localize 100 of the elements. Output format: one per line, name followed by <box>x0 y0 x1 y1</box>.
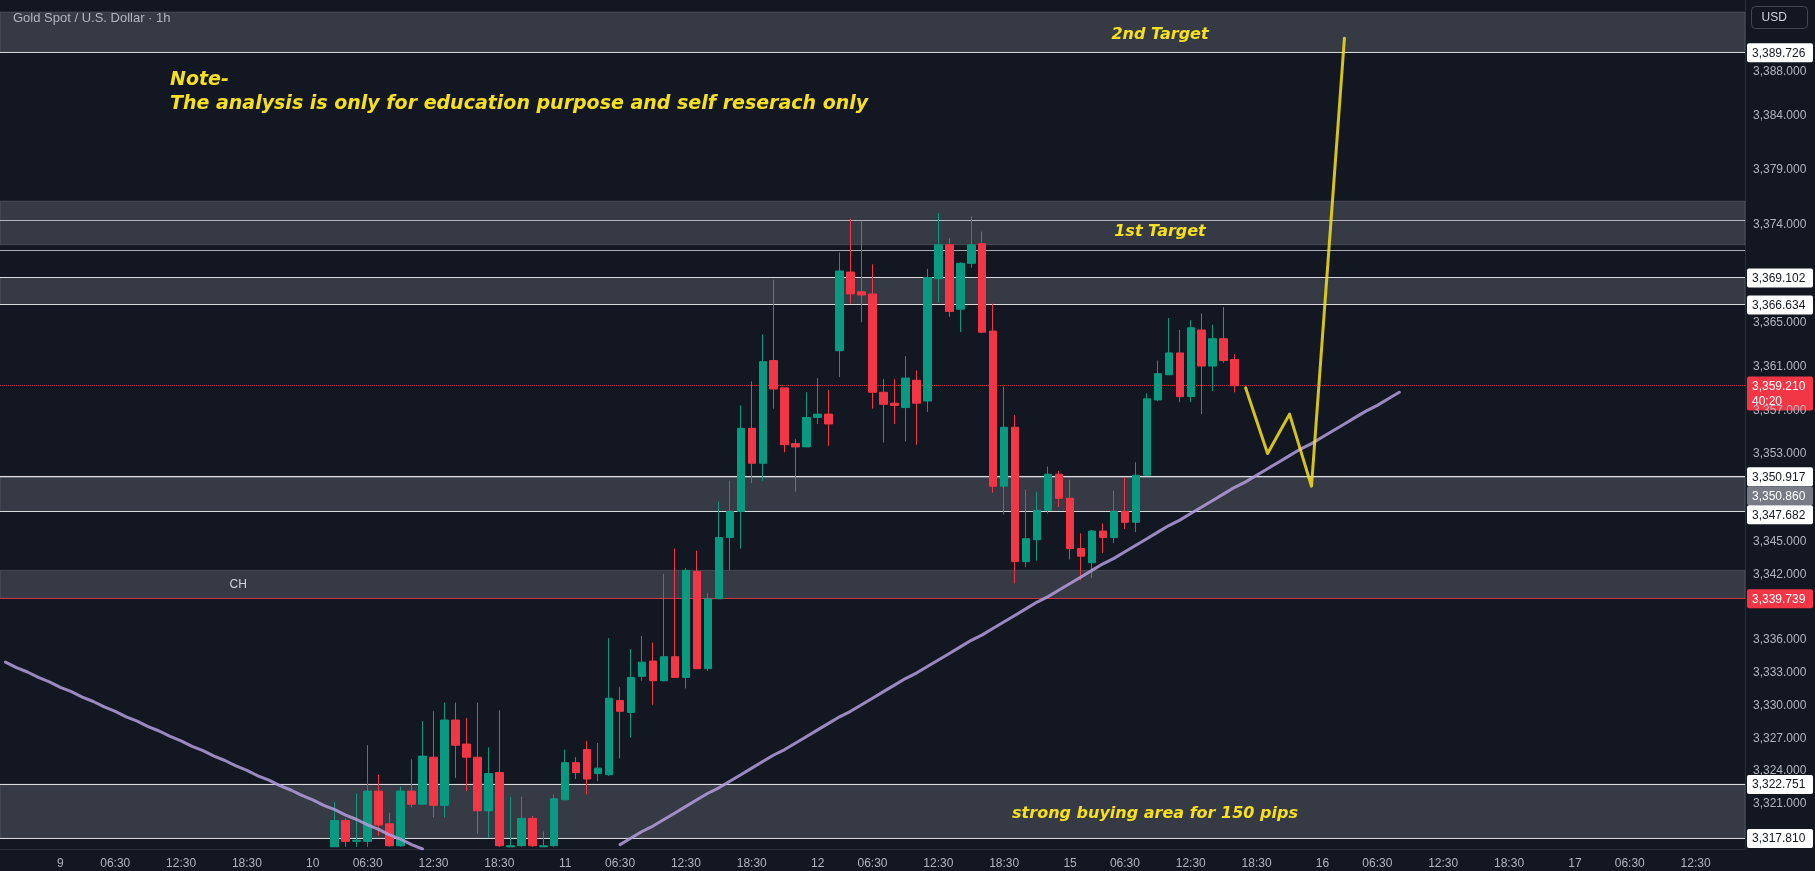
candlestick <box>462 717 471 792</box>
candlestick <box>726 480 734 571</box>
y-tick-label: 3,374.000 <box>1753 217 1807 231</box>
candlestick <box>583 740 591 795</box>
candlestick <box>528 815 537 848</box>
candlestick <box>660 573 668 682</box>
x-tick-label: 18:30 <box>231 856 263 870</box>
candlestick <box>616 686 624 759</box>
candlestick <box>440 702 449 818</box>
ref-line-label: 3,339.739 <box>1752 591 1806 606</box>
x-tick-label: 18:30 <box>484 856 515 870</box>
candlestick <box>605 637 613 777</box>
candlestick <box>374 774 383 837</box>
annotation: Note- <box>170 67 229 89</box>
candlestick <box>638 635 646 682</box>
candlestick <box>1088 529 1096 579</box>
x-tick-label: 06:30 <box>857 856 888 870</box>
candlestick <box>451 702 460 779</box>
x-tick-label: 06:30 <box>1362 856 1393 870</box>
x-tick-label: 18:30 <box>736 856 768 870</box>
x-tick-label: 06:30 <box>352 856 383 870</box>
candlestick <box>1132 461 1140 533</box>
ref-line-label: 3,369.102 <box>1752 271 1806 286</box>
candlestick <box>857 220 866 323</box>
candlestick <box>1022 489 1030 568</box>
x-tick-label: 11 <box>558 856 572 870</box>
candlestick <box>934 212 943 304</box>
candlestick <box>759 333 767 482</box>
candlestick <box>1033 491 1041 562</box>
ref-line-label: 3,317.810 <box>1752 831 1806 846</box>
ref-line-label: 3,389.726 <box>1752 45 1806 60</box>
ref-line-label: 3,322.751 <box>1752 777 1806 792</box>
candlestick <box>572 756 580 780</box>
ref-line-label: 3,347.682 <box>1752 507 1806 522</box>
candlestick <box>649 641 657 706</box>
candlestick <box>813 377 822 425</box>
candlestick <box>594 742 602 782</box>
x-tick-label: 17 <box>1568 856 1582 870</box>
candlestick <box>1154 360 1162 402</box>
candlestick <box>330 801 339 848</box>
line-series <box>1244 36 1346 488</box>
candlestick <box>1077 532 1085 581</box>
candlestick <box>473 702 482 835</box>
annotation: The analysis is only for education purpose and self reserach only <box>170 91 870 113</box>
x-tick-label: 18:30 <box>989 856 1020 870</box>
y-tick-label: 3,353.000 <box>1753 446 1807 461</box>
annotation: 1st Target <box>1114 220 1208 240</box>
x-tick-label: 10 <box>306 856 320 870</box>
candlestick <box>901 355 910 442</box>
candlestick <box>978 231 986 334</box>
candlestick <box>1044 466 1052 515</box>
y-tick-label: 3,365.000 <box>1753 315 1807 330</box>
y-axis-title: USD <box>1761 9 1788 24</box>
candlestick <box>1208 324 1217 392</box>
line-series <box>618 390 1401 847</box>
candlestick <box>824 389 833 447</box>
candlestick <box>495 709 504 848</box>
ref-line-label: 3,366.634 <box>1752 297 1806 312</box>
candlestick <box>1055 470 1063 508</box>
y-tick-label: 3,388.000 <box>1753 64 1807 79</box>
x-tick-label: 12:30 <box>1680 856 1711 870</box>
candlestick <box>791 438 800 493</box>
annotation: strong buying area for 150 pips <box>1012 802 1298 822</box>
text: Gold Spot / U.S. Dollar · 1h <box>13 10 171 25</box>
x-tick-label: 9 <box>57 856 65 870</box>
x-tick-label: 06:30 <box>1614 856 1646 870</box>
x-tick-label: 12:30 <box>670 856 702 870</box>
candlestick <box>407 758 416 808</box>
candlestick <box>506 796 515 848</box>
candlestick <box>715 501 723 600</box>
candlestick <box>835 251 844 378</box>
y-tick-label: 3,321.000 <box>1753 796 1807 811</box>
candlestick <box>484 746 493 839</box>
candlestick <box>1110 490 1118 544</box>
y-tick-label: 3,336.000 <box>1753 632 1807 647</box>
candlestick <box>418 720 427 805</box>
candlestick <box>704 592 712 672</box>
candlestick <box>682 567 690 689</box>
x-tick-label: 12:30 <box>1428 856 1459 870</box>
candlestick <box>802 391 811 448</box>
line-series <box>3 660 425 851</box>
candlestick <box>429 710 438 818</box>
band-label: CH <box>229 577 247 592</box>
y-tick-label: 3,342.000 <box>1753 566 1807 581</box>
candlestick <box>1219 306 1228 364</box>
y-tick-label: 3,333.000 <box>1753 664 1807 679</box>
candlestick <box>1121 476 1129 530</box>
candlestick <box>363 744 372 848</box>
candlestick <box>1143 392 1151 476</box>
y-tick-label: 3,327.000 <box>1753 730 1807 745</box>
x-tick-label: 12:30 <box>418 856 449 870</box>
x-tick-label: 15 <box>1063 856 1078 870</box>
annotation: 2nd Target <box>1111 23 1210 43</box>
x-tick-label: 16 <box>1315 856 1330 870</box>
candlestick <box>517 796 526 848</box>
candlestick <box>1066 479 1074 560</box>
candlestick <box>396 786 405 848</box>
ref-line-label: 3,350.917 <box>1752 469 1806 484</box>
candlestick <box>1099 522 1107 554</box>
x-tick-label: 06:30 <box>605 856 636 870</box>
